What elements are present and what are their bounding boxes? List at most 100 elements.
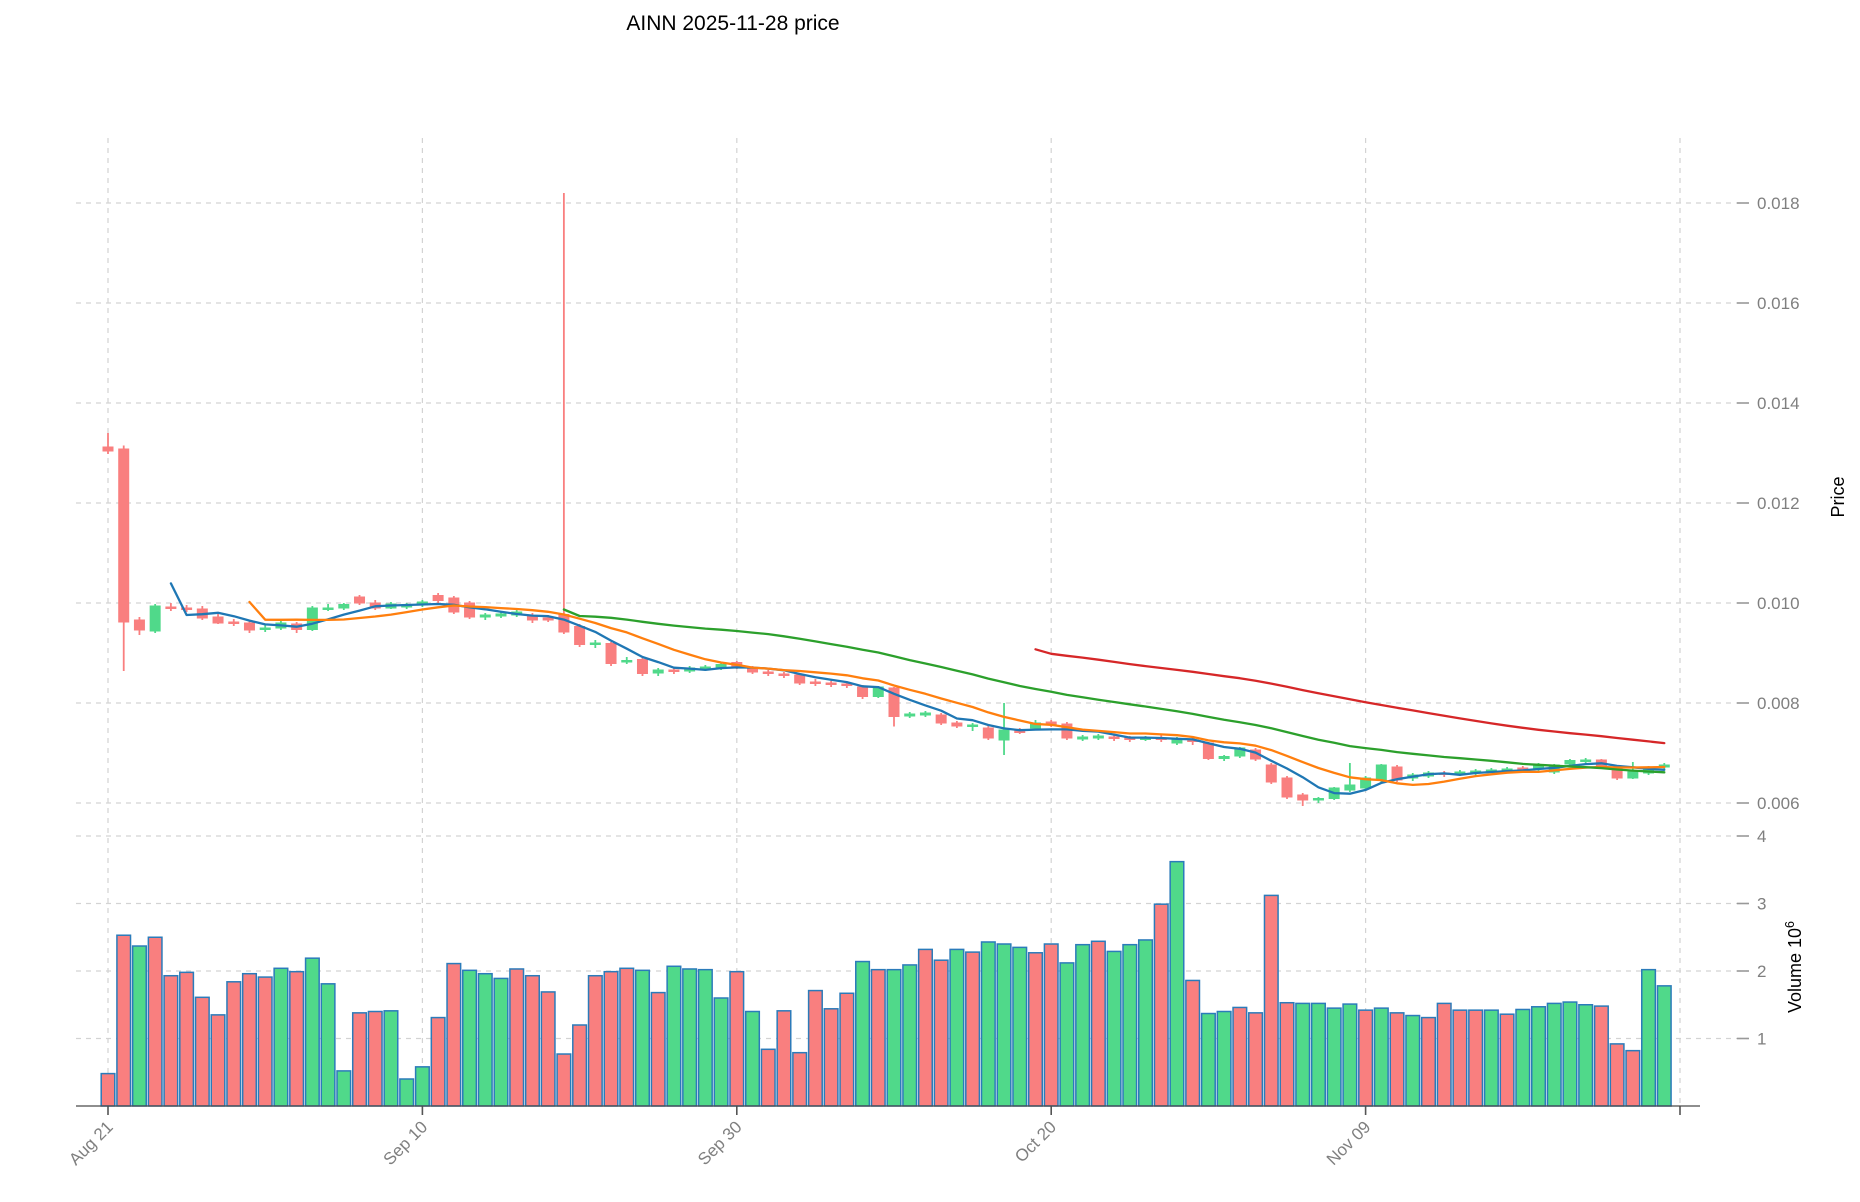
candle-body [967,724,979,727]
volume-bar [870,968,886,1107]
volume-bar [1483,1009,1499,1107]
volume-bar [320,983,336,1107]
volume-bar [1169,860,1185,1107]
ma10-line [248,600,1666,787]
volume-tick-label: 3 [1757,895,1766,914]
volume-bar [1593,1005,1609,1107]
volume-bar [556,1053,572,1107]
candle-body [935,714,947,724]
volume-bar [1153,903,1169,1107]
volume-tick-label: 2 [1757,962,1766,981]
candle-body [1108,736,1120,739]
candle-body [1344,784,1356,791]
volume-bar [980,941,996,1107]
candle-body [1077,736,1089,740]
volume-bar [1122,943,1138,1107]
volume-bar [587,974,603,1107]
date-tick-label: Sep 30 [694,1117,746,1169]
candle-body [479,614,491,618]
volume-bar [1515,1008,1531,1107]
volume-bar [493,977,509,1107]
candle-body [589,642,601,645]
volume-bar [760,1048,776,1107]
volume-bar [1389,1012,1405,1107]
volume-bar [1641,968,1657,1107]
volume-bar [666,965,682,1107]
ma5-line [169,582,1666,795]
volume-bar [949,948,965,1107]
moving-average-lines [169,582,1666,795]
candle-body [636,659,648,674]
volume-tick-label: 1 [1757,1030,1766,1049]
price-tick-label: 0.012 [1757,494,1800,513]
volume-bar [524,974,540,1107]
volume-bar [509,968,525,1107]
volume-bar [1405,1014,1421,1107]
volume-bar [194,996,210,1107]
volume-bar [1625,1049,1641,1107]
volume-bar [414,1066,430,1107]
candle-body [464,602,476,618]
candle-body [1564,760,1576,765]
volume-bar [1656,985,1672,1107]
candle-body [1627,771,1639,779]
volume-bar [179,971,195,1107]
volume-bar [446,962,462,1107]
volume-bar [273,967,289,1107]
volume-bar [1530,1006,1547,1107]
candle-body [605,643,617,664]
candle-body [778,673,790,676]
price-tick-label: 0.010 [1757,594,1800,613]
candle-body [228,621,240,624]
candle-body [1265,764,1277,783]
volume-bar [1562,1001,1578,1107]
ma30-line [562,608,1666,774]
candle-body [841,683,853,686]
volume-bar [304,957,320,1107]
candle-body [809,681,821,684]
volume-bar [729,970,745,1107]
candle-body [1092,735,1104,739]
volume-bar [226,981,242,1107]
candle-body [133,619,145,631]
volume-bar [351,1012,368,1107]
candle-body [432,595,444,601]
volume-bar [367,1010,383,1107]
volume-bar [839,992,855,1107]
candle-body [574,626,586,645]
candle-body [102,446,114,452]
date-tick-label: Oct 20 [1011,1117,1060,1166]
volume-bar [1468,1009,1484,1107]
volume-bar [477,972,493,1107]
volume-tick-label: 4 [1757,827,1766,846]
volume-bar [336,1070,352,1107]
candle-body [1360,777,1372,789]
candle-body [1218,756,1230,759]
volume-bar [697,968,713,1107]
volume-bar [163,974,179,1107]
volume-bar [776,1010,792,1107]
volume-bar [1436,1002,1452,1107]
grid-layer [76,138,1748,1106]
volume-bar [965,951,981,1107]
candle-body [762,671,774,674]
price-tick-label: 0.006 [1757,794,1800,813]
volume-bar [650,991,666,1107]
volume-bar [241,972,258,1107]
candle-body [354,596,366,604]
candle-body [558,614,570,633]
volume-bar [619,967,635,1107]
candle-body [1281,777,1293,798]
date-tick-label: Nov 09 [1323,1117,1375,1169]
volume-bar [1090,940,1106,1107]
volume-bar [383,1010,399,1107]
volume-bar [100,1072,116,1107]
candle-body [1312,798,1324,801]
candle-body [668,669,680,672]
candle-body [1375,764,1387,781]
candle-body [149,605,161,632]
volume-bar [713,997,729,1107]
candle-body [652,669,664,674]
volume-bars [100,860,1672,1107]
volume-bar [1263,894,1279,1107]
